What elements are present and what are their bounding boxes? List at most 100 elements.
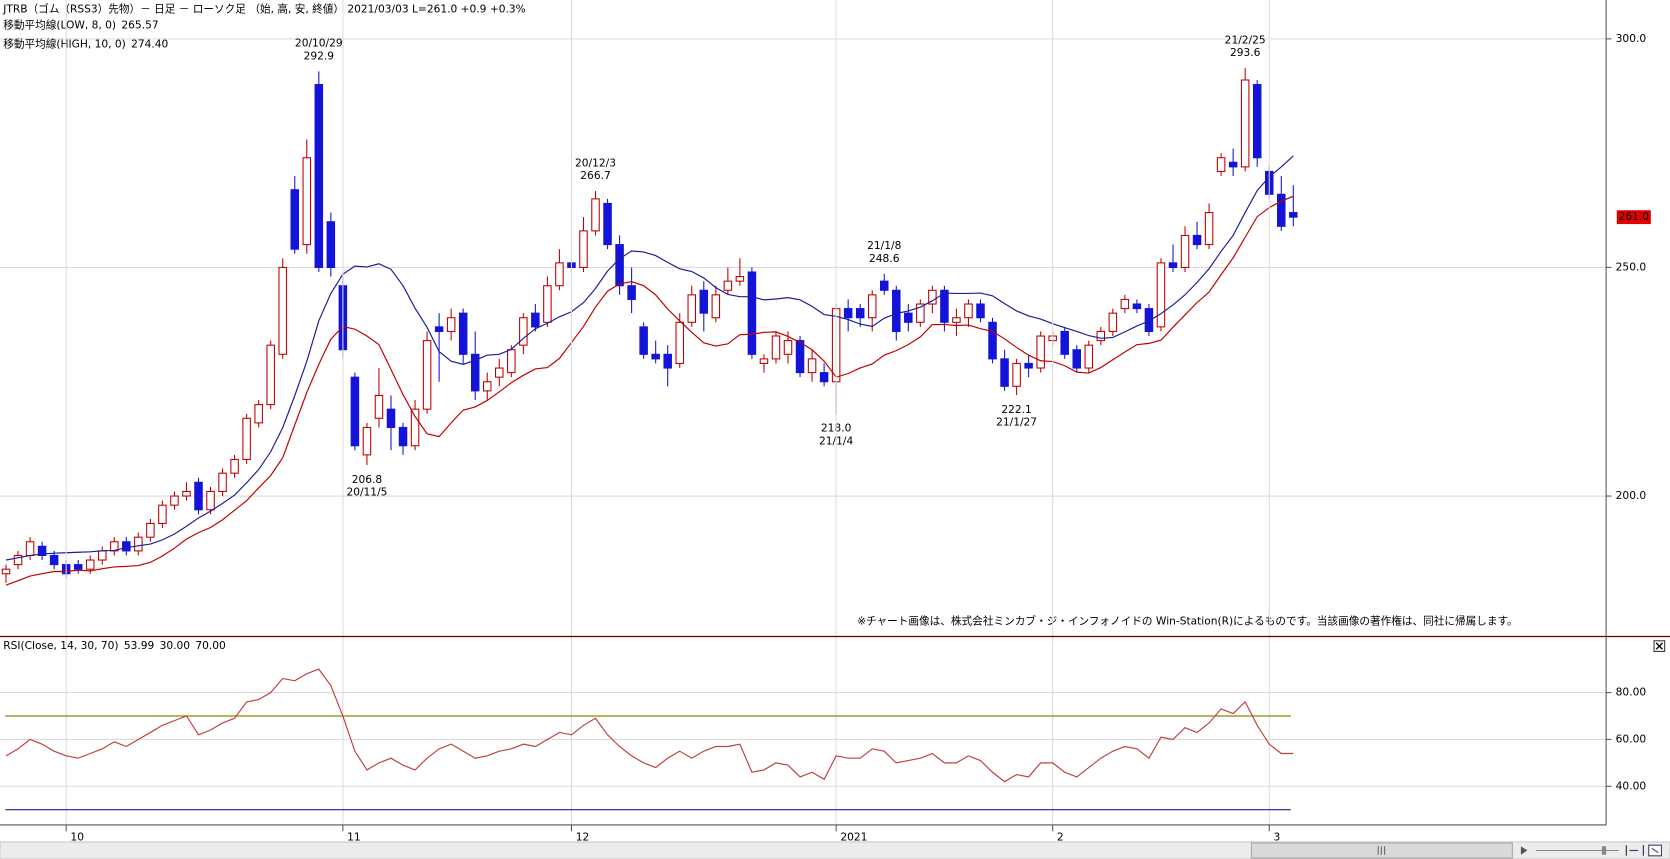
candle-body bbox=[1277, 193, 1286, 227]
candle-body bbox=[807, 358, 817, 374]
y-tick-label: 200.0 bbox=[1616, 489, 1647, 502]
close-icon bbox=[1655, 642, 1664, 650]
candle-body bbox=[519, 317, 528, 346]
candle-body bbox=[446, 317, 456, 332]
candle-body bbox=[759, 358, 769, 364]
candle-body bbox=[699, 289, 709, 314]
candle-body bbox=[1, 568, 11, 575]
candle-body bbox=[867, 294, 877, 319]
candle-body bbox=[892, 289, 901, 332]
candle-body bbox=[964, 303, 973, 319]
candle-body bbox=[206, 490, 215, 511]
legend-value: 274.40 bbox=[131, 38, 168, 51]
candle-body bbox=[98, 550, 107, 561]
annotation-value: 293.6 bbox=[1230, 46, 1261, 59]
candle-body bbox=[25, 541, 35, 556]
moving-average-line bbox=[5, 155, 1294, 561]
candle-body bbox=[434, 326, 444, 332]
annotation-value: 248.6 bbox=[869, 252, 900, 265]
candle-body bbox=[940, 289, 949, 323]
candle-body bbox=[1084, 344, 1094, 369]
candle-body bbox=[37, 545, 47, 556]
x-tick-label: 2 bbox=[1057, 831, 1064, 844]
candle-body bbox=[879, 280, 889, 291]
candle-body bbox=[735, 276, 745, 282]
candle-body bbox=[458, 312, 468, 355]
legend-value: 70.00 bbox=[195, 639, 226, 652]
annotation-date: 20/11/5 bbox=[346, 486, 387, 499]
fit-icon[interactable] bbox=[1648, 844, 1663, 857]
annotation-value: 266.7 bbox=[580, 169, 610, 182]
candle-body bbox=[988, 321, 997, 360]
candle-body bbox=[1156, 262, 1166, 328]
candle-body bbox=[85, 559, 95, 570]
close-button[interactable] bbox=[1653, 640, 1666, 652]
candle-body bbox=[230, 458, 239, 474]
y-tick-label: 60.00 bbox=[1616, 732, 1647, 745]
y-tick-label: 250.0 bbox=[1616, 260, 1647, 273]
candle-body bbox=[783, 340, 793, 355]
candle-body bbox=[254, 404, 263, 424]
legend-label: 移動平均線(LOW, 8, 0) bbox=[3, 19, 116, 32]
candle-body bbox=[1168, 262, 1178, 268]
candle-body bbox=[1192, 234, 1202, 246]
candle-body bbox=[122, 541, 131, 552]
moving-average-line bbox=[5, 195, 1294, 586]
candle-body bbox=[579, 230, 588, 268]
candle-body bbox=[976, 303, 985, 319]
y-tick-label: 300.0 bbox=[1616, 32, 1647, 45]
annotation-value: 206.8 bbox=[352, 473, 383, 486]
zoom-icon[interactable] bbox=[1625, 845, 1645, 856]
candle-body bbox=[1216, 157, 1226, 172]
candle-body bbox=[218, 472, 227, 492]
candle-body bbox=[182, 490, 191, 497]
x-tick-label: 12 bbox=[576, 831, 590, 844]
candle-body bbox=[398, 426, 408, 447]
candle-body bbox=[495, 367, 504, 378]
candle-body bbox=[1204, 212, 1214, 246]
candle-body bbox=[1144, 308, 1154, 332]
candle-body bbox=[1240, 79, 1250, 168]
copyright-note: ※チャート画像は、株式会社ミンカブ・ジ・インフォノイドの Win-Station… bbox=[857, 615, 1518, 628]
candle-body bbox=[1036, 335, 1045, 369]
candle-body bbox=[916, 303, 925, 323]
candle-body bbox=[302, 157, 312, 246]
candle-body bbox=[1228, 161, 1238, 168]
candle-body bbox=[1012, 362, 1021, 387]
legend-value: 265.57 bbox=[121, 19, 158, 32]
y-tick-label: 80.00 bbox=[1616, 686, 1647, 699]
candle-body bbox=[507, 349, 516, 374]
candle-body bbox=[146, 522, 155, 538]
candle-body bbox=[1060, 330, 1069, 355]
candle-body bbox=[663, 353, 672, 369]
candle-body bbox=[13, 554, 23, 566]
candle-body bbox=[952, 317, 961, 323]
candle-body bbox=[1096, 330, 1106, 342]
last-price-tag bbox=[1616, 210, 1651, 225]
candle-body bbox=[410, 408, 420, 447]
candle-body bbox=[855, 308, 865, 319]
x-tick-label: 11 bbox=[347, 831, 361, 844]
candle-body bbox=[928, 289, 937, 305]
candle-body bbox=[374, 394, 384, 419]
candle-body bbox=[747, 271, 757, 355]
candle-body bbox=[771, 335, 781, 360]
annotation-value: 222.1 bbox=[1001, 403, 1031, 416]
candle-body bbox=[326, 221, 336, 268]
candle-body bbox=[843, 308, 853, 319]
scroll-right-arrow[interactable] bbox=[1520, 846, 1528, 855]
candle-body bbox=[904, 312, 913, 323]
zoom-knob[interactable] bbox=[1601, 846, 1607, 855]
candle-body bbox=[711, 294, 721, 319]
annotation-date: 21/2/25 bbox=[1225, 33, 1266, 46]
candle-body bbox=[1289, 212, 1298, 218]
scrollbar[interactable] bbox=[0, 841, 1670, 859]
candle-body bbox=[266, 344, 275, 406]
candle-body bbox=[49, 554, 59, 566]
candle-body bbox=[158, 504, 167, 524]
candle-body bbox=[1072, 349, 1082, 369]
candle-body bbox=[422, 340, 432, 410]
candle-body bbox=[134, 536, 143, 552]
candle-body bbox=[639, 326, 648, 355]
